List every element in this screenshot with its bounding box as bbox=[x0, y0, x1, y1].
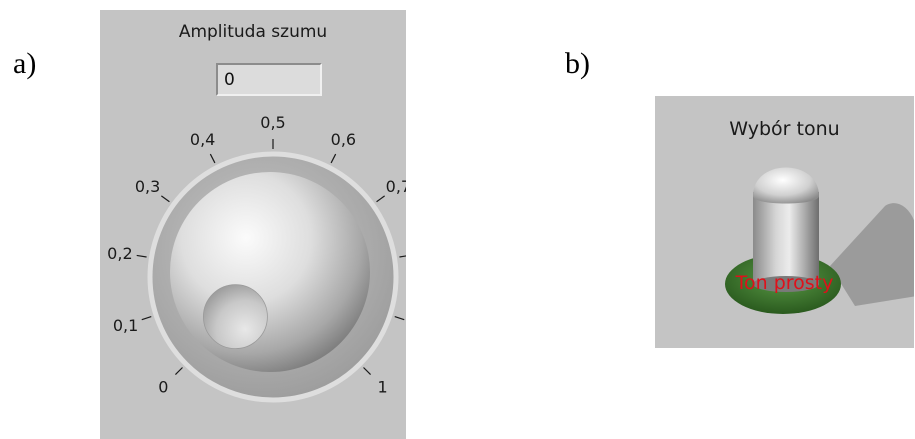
toggle-title: Wybór tonu bbox=[729, 118, 840, 140]
toggle-lever-bottom bbox=[753, 276, 819, 292]
knob-tick bbox=[161, 195, 170, 203]
knob-tick-label: 0,2 bbox=[107, 244, 132, 263]
knob-tick bbox=[399, 255, 406, 258]
toggle-lever[interactable] bbox=[753, 192, 819, 284]
knob-pointer-dimple bbox=[203, 284, 268, 349]
knob-tick bbox=[376, 195, 385, 203]
knob-tick bbox=[141, 315, 152, 321]
knob-tick-label: 0,1 bbox=[113, 316, 138, 335]
knob-tick-label: 0,5 bbox=[260, 113, 285, 132]
knob-tick-label: 0 bbox=[158, 378, 168, 397]
knob-tick-label: 0,7 bbox=[386, 177, 406, 196]
knob-panel: Amplituda szumu 0 bbox=[100, 10, 406, 439]
toggle-switch[interactable] bbox=[655, 96, 914, 348]
knob-body[interactable] bbox=[170, 172, 370, 372]
toggle-lever-cap bbox=[753, 167, 819, 204]
knob-scale: 00,10,20,30,40,50,60,70,80,91 bbox=[107, 113, 406, 397]
knob-tick-label: 0,4 bbox=[190, 130, 215, 149]
knob-bezel-highlight bbox=[147, 151, 399, 403]
toggle-state-label: Ton prosty bbox=[735, 272, 834, 294]
knob-tick-label: 1 bbox=[378, 378, 388, 397]
knob-tick bbox=[209, 153, 216, 164]
knob-tick bbox=[330, 153, 337, 164]
toggle-shadow bbox=[830, 203, 914, 306]
knob-tick bbox=[394, 315, 405, 321]
knob-tick bbox=[174, 367, 183, 376]
knob-title: Amplituda szumu bbox=[178, 22, 328, 42]
knob-tick-label: 0,3 bbox=[135, 177, 160, 196]
knob-control[interactable]: 00,10,20,30,40,50,60,70,80,91 bbox=[100, 10, 406, 439]
caption-b: b) bbox=[565, 47, 590, 80]
toggle-panel: Wybór tonu bbox=[655, 96, 914, 348]
knob-tick bbox=[363, 367, 372, 376]
knob-tick bbox=[136, 254, 147, 258]
knob-digital-display[interactable]: 0 bbox=[216, 63, 322, 96]
caption-a: a) bbox=[13, 47, 37, 80]
knob-tick-label: 0,6 bbox=[331, 130, 356, 149]
